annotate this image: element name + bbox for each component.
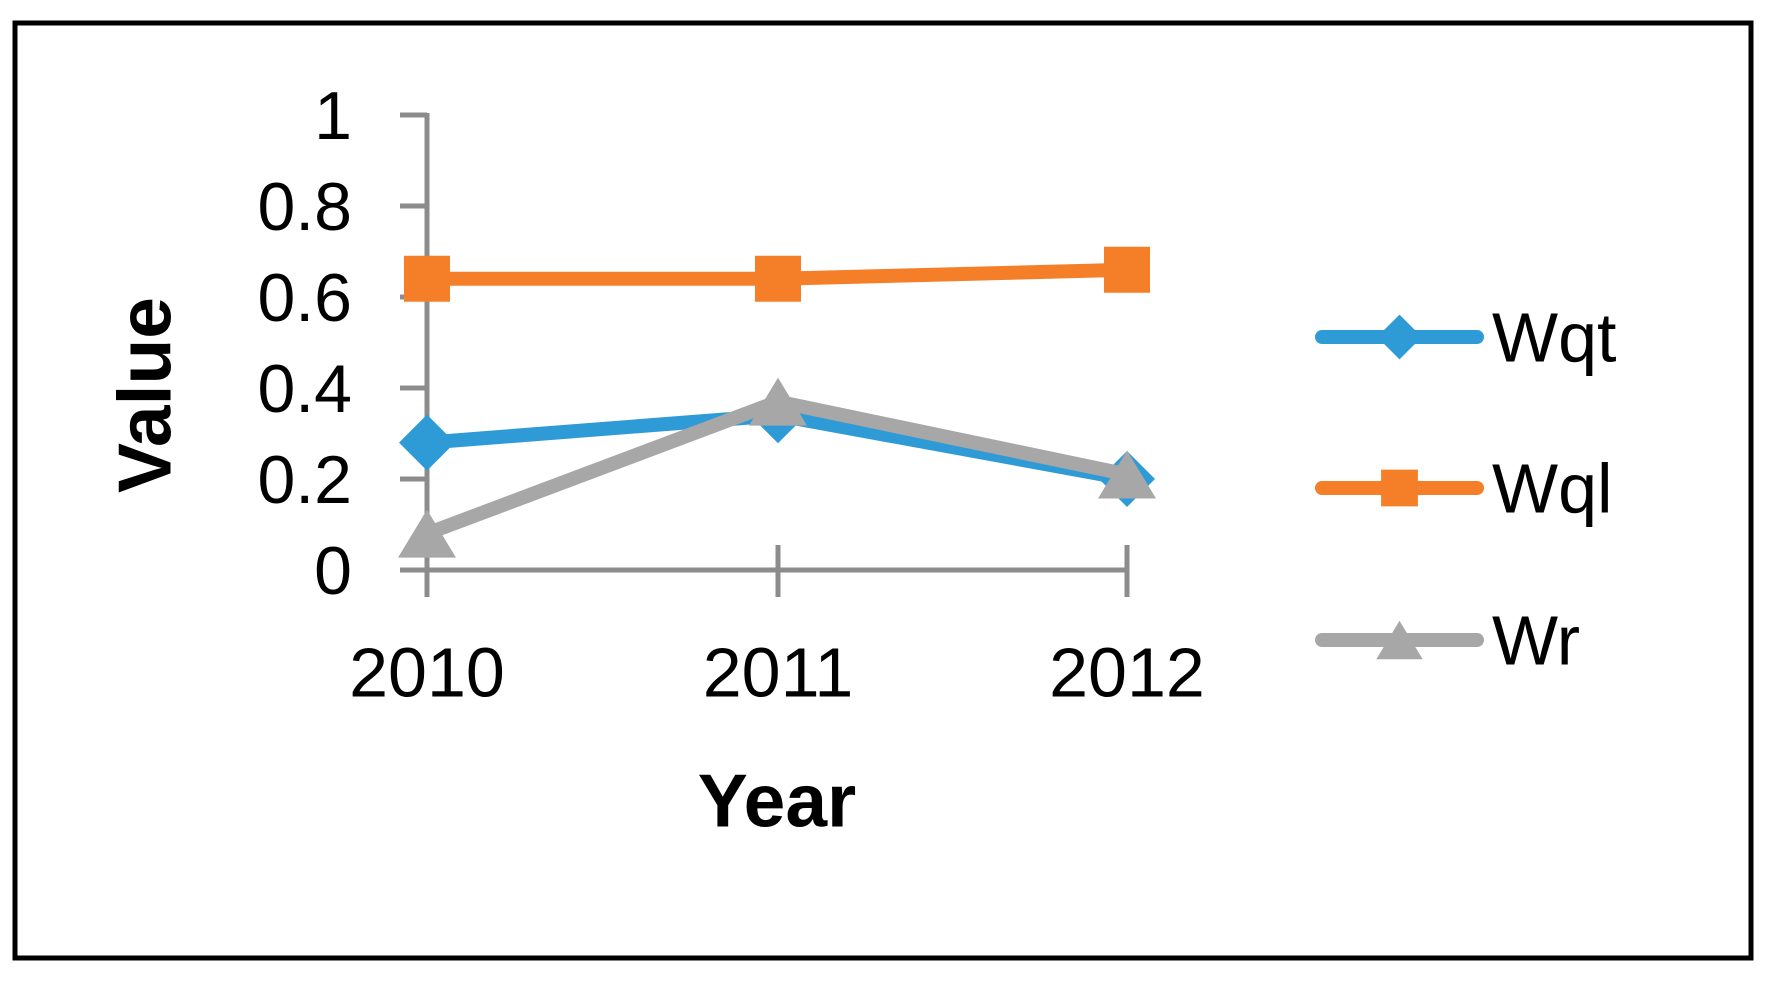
legend-marker-Wql	[1381, 469, 1418, 507]
x-tick-label: 2012	[1049, 634, 1205, 712]
x-tick-label: 2010	[349, 634, 505, 712]
y-tick-label: 1	[314, 78, 352, 154]
figure-border	[12, 20, 1754, 961]
plot-area	[398, 112, 1156, 597]
legend-item-Wr: Wr	[1315, 602, 1580, 680]
legend-item-Wql: Wql	[1315, 450, 1613, 528]
y-axis-title: Value	[102, 297, 186, 493]
marker-Wr-2011	[749, 377, 807, 426]
y-tick-label: 0.8	[257, 169, 352, 245]
legend-item-Wqt: Wqt	[1315, 299, 1616, 377]
y-tick-label: 0.4	[257, 351, 352, 427]
marker-Wql-2010	[404, 255, 450, 302]
legend-marker-Wr	[1376, 620, 1423, 660]
marker-Wr-2012	[1098, 450, 1156, 499]
legend-label-Wr: Wr	[1492, 602, 1580, 680]
series-Wr	[398, 377, 1156, 558]
legend-marker-Wqt	[1377, 314, 1422, 360]
y-tick-label: 0.2	[257, 442, 352, 518]
marker-Wql-2011	[755, 255, 801, 302]
axis-tick-labels: 0 0.2 0.4 0.6 0.8 1 2010 2011 2012	[257, 78, 1204, 712]
legend: Wqt Wql Wr	[1315, 299, 1616, 680]
x-tick-label: 2011	[703, 634, 854, 712]
legend-label-Wql: Wql	[1492, 450, 1613, 528]
marker-Wr-2010	[398, 509, 456, 558]
y-tick-label: 0.6	[257, 260, 352, 336]
marker-Wqt-2010	[399, 414, 455, 471]
marker-Wql-2012	[1104, 246, 1150, 293]
x-axis-title: Year	[698, 758, 857, 842]
series-Wql	[404, 246, 1150, 302]
y-tick-label: 0	[314, 533, 352, 609]
legend-label-Wqt: Wqt	[1492, 299, 1616, 377]
